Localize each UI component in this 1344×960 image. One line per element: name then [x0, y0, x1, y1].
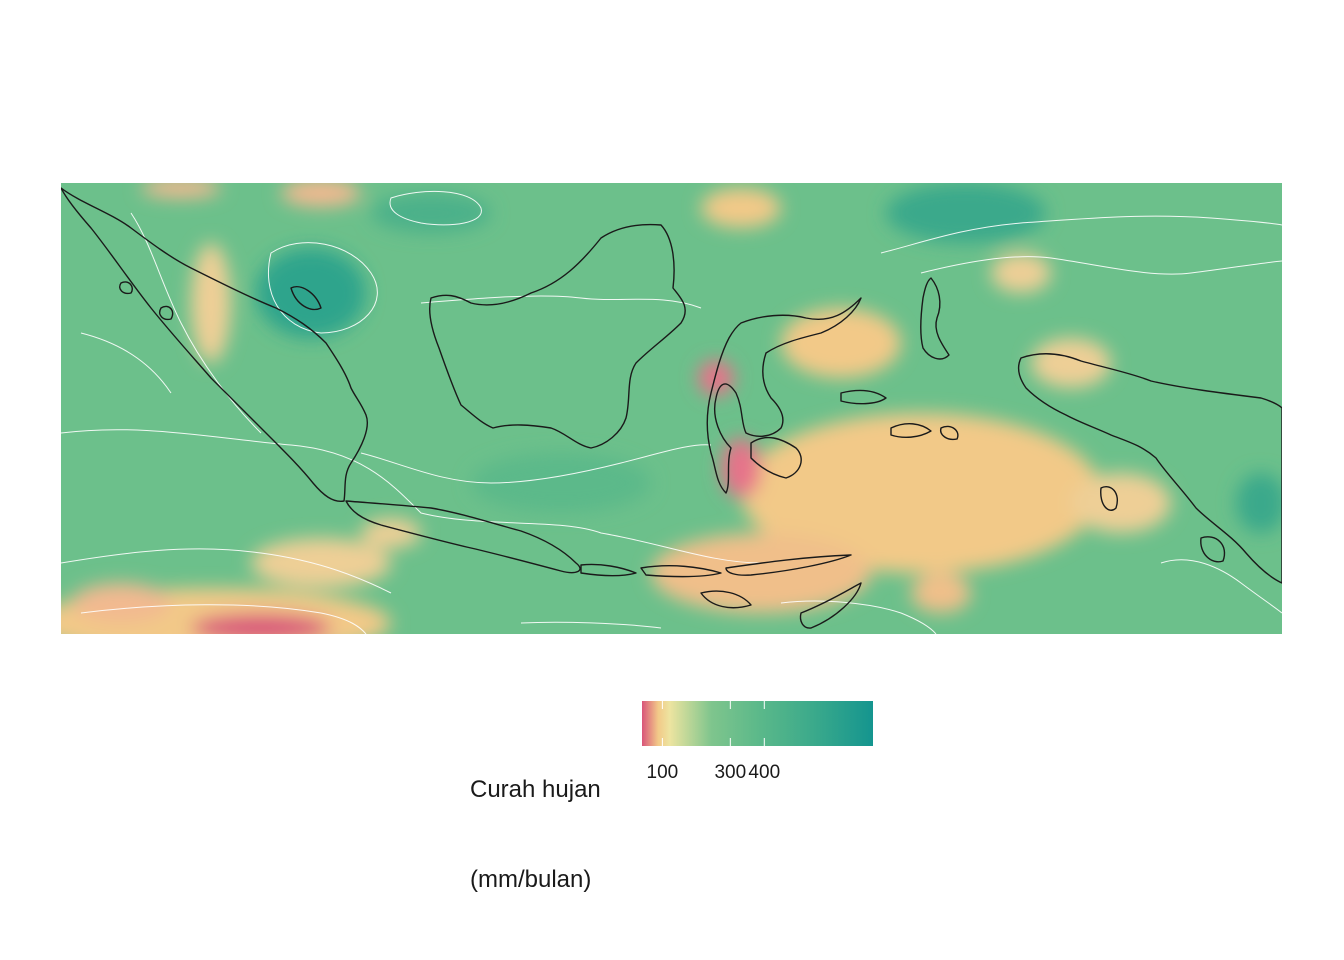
sumbawa-coastline [640, 565, 722, 578]
contour-line [1160, 559, 1282, 614]
flores-coastline [725, 554, 852, 576]
buru-coastline [840, 389, 887, 405]
seram-coastline [890, 423, 932, 439]
contour-line [130, 212, 262, 434]
contour-line [267, 242, 378, 334]
dry-zone [71, 583, 171, 623]
dry-zone [701, 188, 781, 228]
island-coastline [1200, 536, 1226, 563]
map-svg [61, 183, 1282, 634]
contour-line [61, 548, 392, 594]
contour-line [420, 295, 702, 309]
contour-line [389, 191, 482, 226]
colorbar-tick-label: 300 [714, 762, 747, 783]
dry-zone [281, 183, 361, 207]
sumba-coastline [700, 590, 752, 609]
contour-lines [61, 191, 1282, 634]
contour-line [780, 600, 937, 634]
contour-line [80, 332, 172, 394]
dry-zone [651, 533, 871, 613]
sumatra-coastline [61, 187, 368, 502]
dry-zone [698, 360, 734, 396]
island-coastline [290, 286, 322, 311]
halmahera-coastline [920, 277, 950, 360]
island-coastline [159, 305, 174, 321]
sulawesi-southeast-coastline [750, 436, 802, 479]
colorbar-ticks [661, 701, 765, 746]
contour-line [880, 215, 1282, 254]
contour-line [920, 256, 1282, 275]
island-coastline [940, 425, 959, 441]
colorbar [642, 701, 873, 746]
legend-title-line1: Curah hujan [470, 776, 601, 803]
wet-zone [471, 453, 651, 513]
colorbar-tick-label: 400 [748, 762, 781, 783]
papua-coastline [1017, 353, 1282, 584]
coastlines [61, 187, 1282, 629]
bali-lombok-coastline [580, 563, 637, 577]
dry-zone [141, 183, 221, 198]
legend: Curah hujan (mm/bulan) 100 300 400 [470, 700, 890, 893]
contour-line [520, 621, 662, 629]
colorbar-gradient [642, 701, 873, 746]
dry-zone [991, 253, 1051, 293]
island-coastline [1100, 486, 1118, 511]
wet-zone [886, 183, 1046, 243]
java-coastline [345, 500, 581, 574]
dry-zone [781, 308, 901, 378]
rainfall-raster [61, 183, 1282, 634]
contour-line [360, 444, 712, 484]
dry-zone [1071, 473, 1171, 533]
legend-title: Curah hujan (mm/bulan) [470, 715, 601, 955]
contour-line [80, 604, 367, 634]
dry-zone [911, 573, 971, 613]
dry-zone [361, 518, 421, 548]
dry-zone [741, 413, 1101, 573]
borneo-coastline [429, 223, 686, 449]
contour-line [61, 429, 762, 564]
wet-zone [371, 193, 491, 233]
legend-title-line2: (mm/bulan) [470, 866, 592, 893]
wet-zone [1236, 473, 1282, 533]
rainfall-map [61, 183, 1282, 634]
dry-zone [251, 538, 391, 588]
colorbar-tick-label: 100 [646, 762, 679, 783]
sulawesi-coastline [706, 297, 862, 494]
island-coastline [119, 281, 133, 295]
dry-zone [191, 614, 331, 634]
dry-zone [191, 243, 231, 363]
dry-zone [1031, 338, 1111, 388]
timor-coastline [799, 582, 862, 629]
